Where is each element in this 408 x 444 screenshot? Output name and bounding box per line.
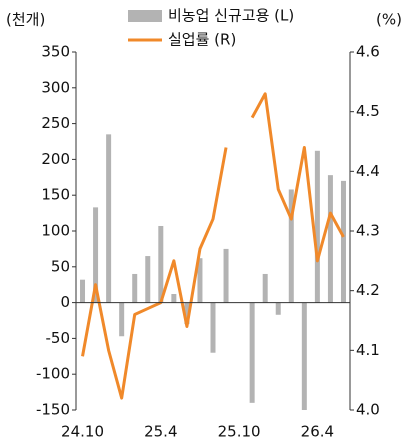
bar bbox=[106, 134, 112, 303]
y2-tick-label: 4.0 bbox=[356, 401, 380, 419]
bar bbox=[210, 302, 216, 353]
x-tick-label: 25.4 bbox=[144, 423, 177, 441]
x-tick-label: 24.10 bbox=[61, 423, 104, 441]
bar bbox=[197, 258, 203, 303]
y-tick-label: 150 bbox=[41, 186, 70, 204]
y-tick-label: 200 bbox=[41, 150, 70, 168]
y2-tick-label: 4.4 bbox=[356, 162, 380, 180]
y2-tick-label: 4.6 bbox=[356, 43, 380, 61]
y-tick-label: 300 bbox=[41, 78, 70, 96]
y2-tick-label: 4.5 bbox=[356, 102, 380, 120]
y-tick-label: 350 bbox=[41, 43, 70, 61]
y-tick-label: 250 bbox=[41, 114, 70, 132]
legend-label: 실업률 (R) bbox=[168, 31, 236, 49]
y2-tick-label: 4.2 bbox=[356, 281, 380, 299]
bar bbox=[249, 302, 255, 403]
y2-tick-label: 4.1 bbox=[356, 341, 380, 359]
y2-tick-label: 4.3 bbox=[356, 222, 380, 240]
bar bbox=[223, 248, 229, 303]
y-tick-label: -150 bbox=[36, 401, 70, 419]
x-tick-label: 26.4 bbox=[301, 423, 334, 441]
y-tick-label: -100 bbox=[36, 365, 70, 383]
y-tick-label: 0 bbox=[60, 293, 70, 311]
y-tick-label: 100 bbox=[41, 222, 70, 240]
bar bbox=[262, 273, 268, 303]
bar bbox=[132, 273, 138, 303]
bar bbox=[80, 279, 86, 303]
line bbox=[81, 92, 345, 400]
y-axis-label: (천개) bbox=[6, 11, 45, 29]
bar bbox=[158, 225, 164, 303]
legend-label: 비농업 신규고용 (L) bbox=[168, 7, 294, 25]
y-tick-label: 50 bbox=[51, 257, 70, 275]
bar bbox=[301, 302, 307, 410]
bar bbox=[314, 150, 320, 303]
bar bbox=[171, 294, 177, 303]
bar bbox=[340, 180, 346, 303]
bar bbox=[119, 302, 125, 337]
bar bbox=[288, 189, 294, 303]
bar bbox=[145, 256, 151, 303]
bar bbox=[327, 175, 333, 303]
bar bbox=[275, 302, 281, 315]
y-tick-label: -50 bbox=[46, 329, 71, 347]
bar bbox=[184, 302, 190, 325]
y2-axis-label: (%) bbox=[376, 11, 402, 29]
bar bbox=[93, 207, 99, 303]
x-tick-label: 25.10 bbox=[218, 423, 261, 441]
legend-swatch bbox=[128, 10, 162, 22]
